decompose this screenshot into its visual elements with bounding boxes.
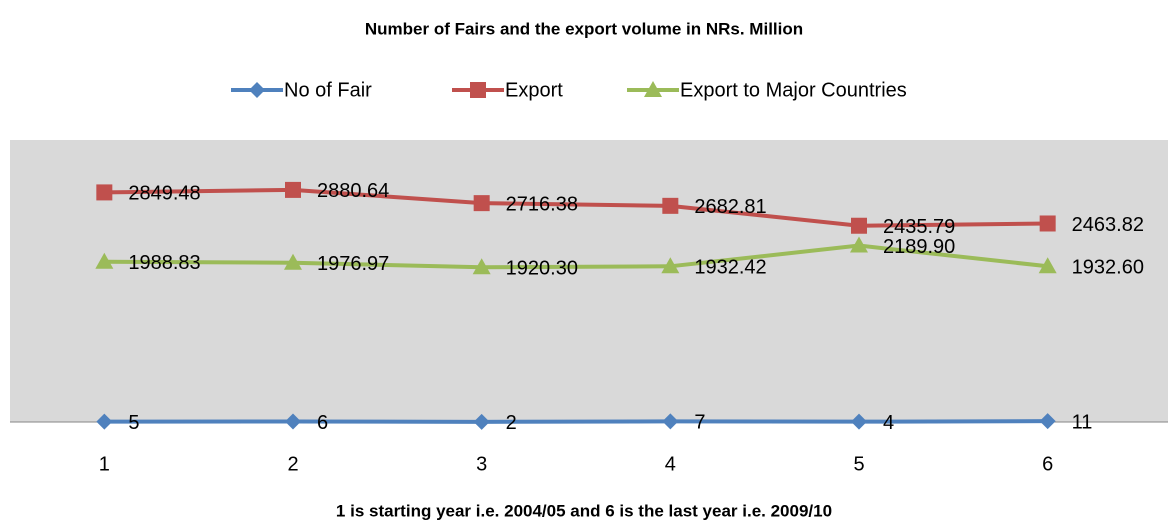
x-tick-label: 3 [476, 453, 487, 475]
data-label: 2849.48 [128, 183, 200, 205]
point [285, 413, 301, 430]
point [284, 253, 302, 270]
point [1038, 257, 1057, 274]
series-line [104, 419, 1048, 424]
data-label: 4 [883, 412, 894, 434]
plot-area [10, 140, 1168, 422]
point [1039, 215, 1056, 232]
x-tick-label: 5 [853, 453, 864, 475]
data-label: 5 [128, 412, 139, 434]
point [662, 197, 679, 214]
series-line [104, 243, 1048, 270]
x-tick-label: 2 [287, 453, 298, 475]
data-label: 1932.42 [694, 257, 766, 279]
data-label: 1976.97 [317, 253, 389, 275]
point [96, 413, 113, 430]
data-label: 1988.83 [128, 252, 200, 274]
x-tick-label: 6 [1042, 453, 1053, 475]
point [662, 413, 679, 430]
legend-marker [644, 81, 662, 97]
point [661, 257, 680, 274]
point [851, 413, 867, 430]
x-axis-title: 1 is starting year i.e. 2004/05 and 6 is… [336, 501, 832, 520]
legend-marker [249, 82, 265, 98]
legend-label: No of Fair [284, 79, 372, 101]
point [1039, 413, 1056, 430]
data-label: 2435.79 [883, 216, 955, 238]
point [850, 236, 868, 253]
data-label: 2 [506, 412, 517, 434]
data-label: 2880.64 [317, 180, 389, 202]
data-label: 2716.38 [506, 193, 578, 215]
legend-marker [470, 82, 486, 98]
point [285, 181, 301, 198]
chart-title: Number of Fairs and the export volume in… [365, 19, 803, 38]
data-label: 2682.81 [694, 196, 766, 218]
legend-label: Export [505, 79, 563, 101]
x-tick-label: 1 [99, 453, 110, 475]
x-tick-label: 4 [665, 453, 676, 475]
point [472, 258, 491, 275]
point [473, 413, 490, 430]
data-label: 2189.90 [883, 236, 955, 258]
point [473, 195, 490, 212]
data-label: 1920.30 [506, 258, 578, 280]
data-label: 2463.82 [1072, 214, 1144, 236]
legend-label: Export to Major Countries [680, 79, 907, 101]
point [851, 217, 867, 234]
point [95, 252, 114, 269]
data-label: 11 [1072, 411, 1093, 433]
series-line [104, 187, 1048, 228]
data-label: 7 [694, 412, 705, 434]
point [96, 184, 113, 201]
data-label: 6 [317, 412, 328, 434]
data-label: 1932.60 [1072, 257, 1144, 279]
